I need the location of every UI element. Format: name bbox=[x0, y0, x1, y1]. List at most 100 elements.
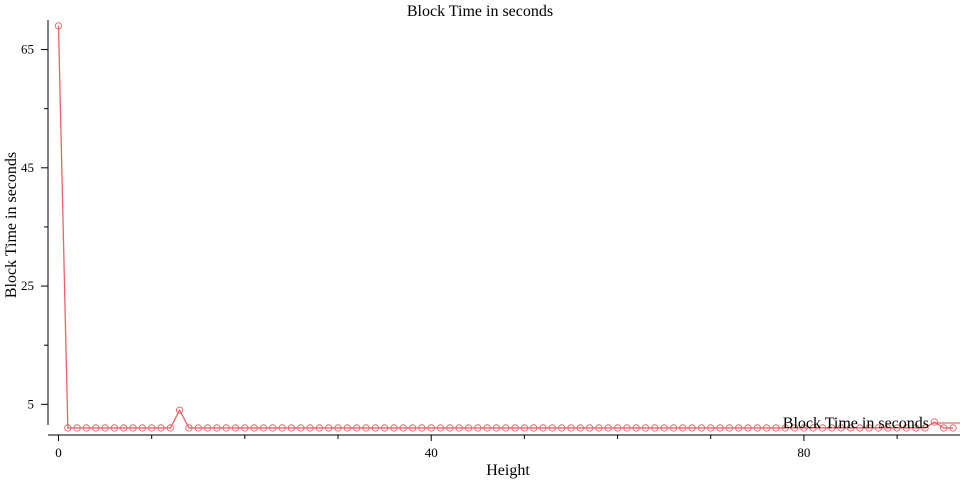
data-point bbox=[884, 424, 892, 432]
data-point bbox=[716, 424, 724, 432]
data-point bbox=[259, 424, 268, 432]
data-point bbox=[82, 424, 91, 432]
data-point bbox=[688, 424, 696, 432]
data-point bbox=[436, 424, 445, 432]
data-point bbox=[735, 424, 743, 432]
x-axis: 0 40 80 bbox=[48, 434, 960, 460]
plot-area bbox=[54, 22, 957, 432]
data-point bbox=[660, 424, 668, 432]
data-point bbox=[828, 424, 836, 432]
data-point bbox=[92, 424, 100, 432]
y-axis: 5 25 45 65 bbox=[21, 20, 49, 425]
data-point bbox=[287, 424, 296, 432]
data-point bbox=[250, 424, 258, 432]
data-point bbox=[54, 22, 63, 30]
data-point bbox=[707, 424, 715, 432]
data-point bbox=[809, 424, 817, 432]
data-point bbox=[679, 424, 687, 432]
data-point bbox=[865, 424, 873, 432]
data-point bbox=[772, 424, 780, 432]
data-point bbox=[874, 424, 883, 432]
data-point bbox=[576, 424, 584, 432]
data-point bbox=[921, 424, 929, 432]
data-point bbox=[110, 424, 119, 432]
data-point bbox=[595, 424, 603, 432]
data-point bbox=[64, 424, 72, 432]
data-point bbox=[446, 424, 454, 432]
data-point bbox=[502, 424, 510, 432]
data-point bbox=[930, 418, 939, 426]
data-point bbox=[166, 424, 174, 432]
data-point bbox=[902, 424, 911, 432]
data-point bbox=[148, 424, 156, 432]
data-point bbox=[138, 424, 147, 432]
data-point bbox=[651, 424, 659, 432]
legend: Block Time in seconds bbox=[783, 415, 960, 432]
x-tick-label: 80 bbox=[797, 445, 810, 460]
data-point bbox=[520, 424, 529, 432]
data-point bbox=[278, 424, 286, 432]
y-axis-label: Block Time in seconds bbox=[3, 152, 20, 298]
data-point bbox=[418, 424, 426, 432]
data-point bbox=[539, 424, 547, 432]
data-point bbox=[371, 424, 379, 432]
chart-title: Block Time in seconds bbox=[407, 3, 553, 20]
data-point bbox=[306, 424, 314, 432]
data-point bbox=[427, 424, 435, 432]
data-point bbox=[231, 424, 240, 432]
data-point bbox=[408, 424, 417, 432]
data-point bbox=[474, 424, 482, 432]
data-point bbox=[73, 424, 81, 432]
data-point bbox=[241, 424, 249, 432]
y-tick-label: 45 bbox=[21, 160, 34, 175]
data-point bbox=[390, 424, 398, 432]
data-point bbox=[856, 424, 864, 432]
data-point bbox=[175, 406, 184, 414]
data-point bbox=[343, 424, 351, 432]
data-point bbox=[129, 424, 137, 432]
data-point bbox=[483, 424, 491, 432]
data-point bbox=[669, 424, 678, 432]
data-point bbox=[315, 424, 324, 432]
data-point bbox=[632, 424, 640, 432]
data-point bbox=[362, 424, 370, 432]
data-point bbox=[101, 424, 109, 432]
x-tick-label: 0 bbox=[55, 445, 62, 460]
data-point bbox=[380, 424, 389, 432]
data-point bbox=[203, 424, 212, 432]
data-point bbox=[800, 424, 808, 432]
data-point bbox=[222, 424, 230, 432]
x-tick-label: 40 bbox=[425, 445, 438, 460]
series-points bbox=[54, 22, 957, 432]
data-point bbox=[548, 424, 556, 432]
data-point bbox=[725, 424, 734, 432]
data-point bbox=[641, 424, 650, 432]
data-point bbox=[567, 424, 575, 432]
y-tick-label: 65 bbox=[21, 42, 34, 57]
data-point bbox=[940, 424, 948, 432]
data-point bbox=[157, 424, 165, 432]
data-point bbox=[194, 424, 202, 432]
data-point bbox=[893, 424, 901, 432]
data-point bbox=[558, 424, 566, 432]
data-point bbox=[511, 424, 519, 432]
data-point bbox=[325, 424, 333, 432]
data-point bbox=[818, 424, 827, 432]
data-point bbox=[837, 424, 845, 432]
data-point bbox=[185, 424, 193, 432]
data-point bbox=[912, 424, 920, 432]
data-point bbox=[399, 424, 407, 432]
data-point bbox=[949, 424, 957, 432]
x-axis-label: Height bbox=[486, 462, 530, 479]
data-point bbox=[213, 424, 221, 432]
data-point bbox=[781, 424, 789, 432]
data-point bbox=[120, 424, 128, 432]
data-point bbox=[530, 424, 538, 432]
data-point bbox=[492, 424, 501, 432]
y-tick-label: 25 bbox=[21, 278, 34, 293]
data-point bbox=[613, 424, 622, 432]
data-point bbox=[353, 424, 361, 432]
data-point bbox=[269, 424, 277, 432]
data-point bbox=[762, 424, 771, 432]
